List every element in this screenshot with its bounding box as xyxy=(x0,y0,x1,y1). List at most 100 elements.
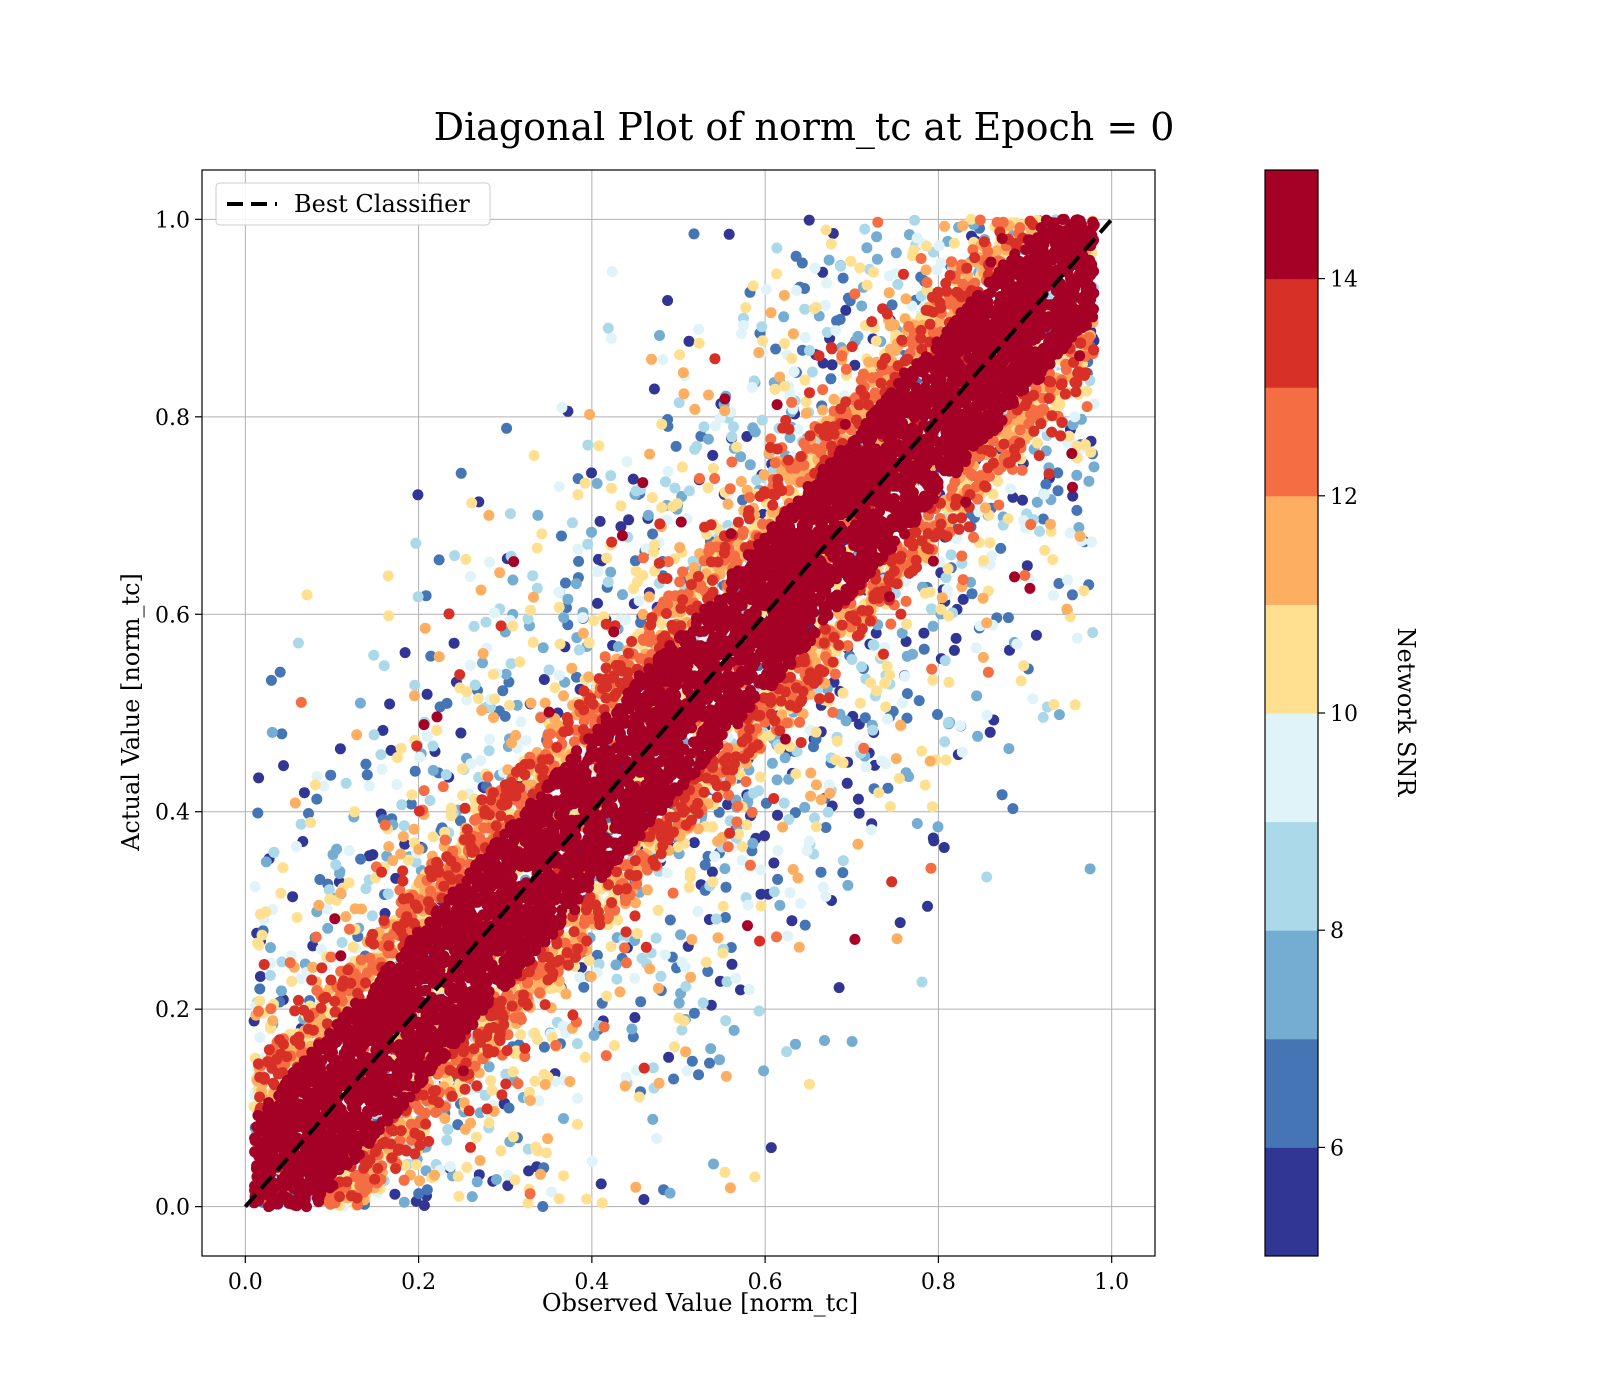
scatter-point xyxy=(943,610,955,622)
scatter-point xyxy=(511,699,523,711)
scatter-point xyxy=(553,669,565,681)
scatter-point xyxy=(648,383,660,395)
scatter-point xyxy=(301,589,313,601)
scatter-point xyxy=(932,709,943,720)
scatter-point xyxy=(755,864,767,876)
scatter-point xyxy=(298,787,310,799)
scatter-point xyxy=(759,830,770,842)
scatter-point xyxy=(995,542,1007,554)
scatter-point xyxy=(605,566,617,578)
scatter-point xyxy=(656,502,668,513)
scatter-point xyxy=(275,985,287,997)
scatter-point xyxy=(781,1046,793,1058)
scatter-point xyxy=(919,587,931,599)
scatter-point xyxy=(361,769,373,781)
scatter-point xyxy=(408,823,420,835)
scatter-point xyxy=(882,782,894,794)
scatter-point xyxy=(943,676,955,688)
scatter-point xyxy=(583,955,595,967)
scatter-point xyxy=(570,578,582,590)
scatter-point xyxy=(786,915,798,927)
scatter-point xyxy=(938,842,950,853)
scatter-point xyxy=(466,1191,478,1203)
scatter-point xyxy=(506,737,517,749)
scatter-point xyxy=(538,1068,550,1080)
scatter-point xyxy=(397,831,409,842)
scatter-point xyxy=(834,313,846,325)
scatter-point xyxy=(643,591,655,603)
scatter-point xyxy=(532,509,544,521)
scatter-point xyxy=(1074,530,1086,542)
scatter-point xyxy=(1081,401,1093,413)
scatter-point xyxy=(683,485,695,497)
scatter-point xyxy=(254,995,266,1007)
scatter-point xyxy=(375,749,387,761)
scatter-point xyxy=(817,384,829,396)
scatter-point xyxy=(984,726,996,738)
scatter-point xyxy=(483,509,495,521)
scatter-point xyxy=(368,649,380,661)
scatter-point xyxy=(266,726,278,738)
scatter-point xyxy=(981,617,993,629)
scatter-point xyxy=(722,799,734,810)
scatter-point xyxy=(808,741,819,753)
scatter-point xyxy=(890,247,902,259)
scatter-point xyxy=(771,242,783,254)
scatter-point xyxy=(771,774,783,786)
scatter-point xyxy=(601,552,613,564)
scatter-point xyxy=(564,1076,576,1087)
scatter-point xyxy=(925,862,937,874)
scatter-point xyxy=(456,763,468,775)
scatter-point xyxy=(349,806,360,818)
scatter-point xyxy=(595,1178,607,1190)
scatter-point xyxy=(343,845,355,857)
scatter-point xyxy=(265,1003,277,1015)
scatter-point xyxy=(828,393,840,405)
scatter-point xyxy=(591,949,603,961)
scatter-point xyxy=(758,1065,770,1077)
scatter-point xyxy=(724,1182,736,1194)
scatter-point xyxy=(824,787,836,799)
scatter-point xyxy=(412,591,424,603)
scatter-point xyxy=(421,1184,433,1196)
scatter-point xyxy=(1030,629,1042,641)
scatter-point xyxy=(900,636,912,647)
scatter-point xyxy=(410,537,422,549)
scatter-point xyxy=(406,789,418,801)
scatter-point xyxy=(956,746,968,758)
scatter-point xyxy=(325,769,337,781)
scatter-point xyxy=(537,642,549,654)
scatter-point xyxy=(680,980,692,992)
scatter-point xyxy=(399,647,411,659)
scatter-point xyxy=(721,976,733,988)
scatter-point xyxy=(534,987,546,999)
scatter-point xyxy=(805,790,817,802)
scatter-point xyxy=(825,373,837,385)
scatter-point xyxy=(1034,525,1046,537)
scatter-point xyxy=(871,685,883,697)
scatter-point xyxy=(457,790,468,801)
scatter-point xyxy=(977,592,989,604)
scatter-point xyxy=(676,461,688,473)
scatter-point xyxy=(572,1092,584,1104)
scatter-point xyxy=(883,287,895,299)
scatter-point xyxy=(585,971,597,983)
scatter-point xyxy=(484,733,495,745)
scatter-point xyxy=(588,615,600,627)
scatter-point xyxy=(922,900,933,912)
scatter-point xyxy=(291,912,303,923)
scatter-point xyxy=(419,622,431,634)
scatter-point xyxy=(768,857,780,869)
scatter-point xyxy=(347,941,359,953)
scatter-point xyxy=(440,769,452,781)
scatter-point xyxy=(507,574,519,586)
scatter-point xyxy=(795,898,806,909)
scatter-point xyxy=(669,482,681,494)
scatter-point xyxy=(702,966,714,977)
scatter-point xyxy=(787,328,799,340)
scatter-point xyxy=(654,330,665,341)
scatter-point xyxy=(650,932,662,944)
scatter-point xyxy=(873,787,885,799)
scatter-point xyxy=(538,1041,550,1053)
